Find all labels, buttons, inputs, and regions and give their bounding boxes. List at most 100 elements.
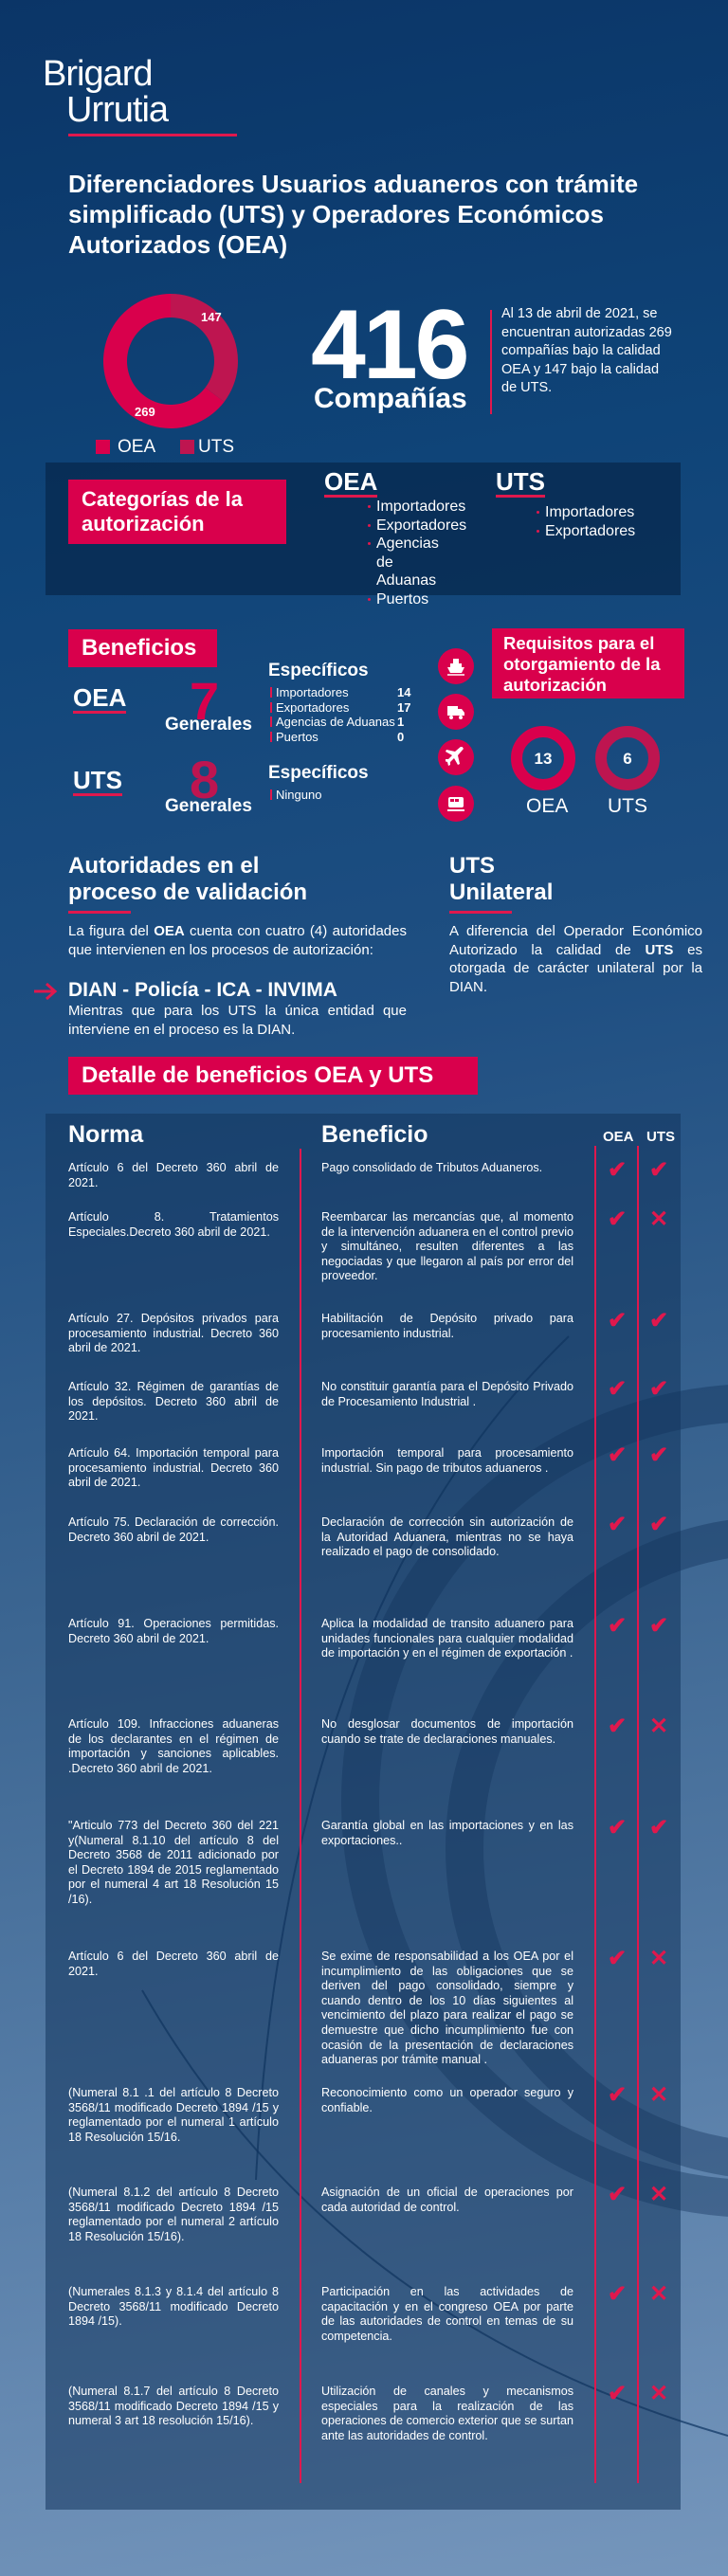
requirements-uts-value: 6 xyxy=(623,750,631,768)
cross-icon: ✕ xyxy=(648,1206,669,1232)
check-icon: ✔ xyxy=(648,1442,669,1468)
cross-icon: ✕ xyxy=(648,2082,669,2108)
norma-cell: (Numeral 8.1 .1 del artículo 8 Decreto 3… xyxy=(68,2086,279,2144)
column-header-norma: Norma xyxy=(68,1121,144,1148)
column-divider xyxy=(594,1146,596,2483)
beneficio-cell: Declaración de corrección sin autorizaci… xyxy=(321,1515,573,1559)
check-icon: ✔ xyxy=(607,2281,628,2307)
requirements-title: Requisitos para el otorgamiento de la au… xyxy=(492,628,684,698)
oea-specific-list: Importadores 14 Exportadores 17 Agencias d… xyxy=(270,685,412,744)
norma-cell: (Numeral 8.1.2 del artículo 8 Decreto 35… xyxy=(68,2186,279,2243)
donut-label-oea: 269 xyxy=(135,405,155,419)
legend-label-oea: OEA xyxy=(118,437,156,457)
airplane-icon xyxy=(438,739,474,775)
norma-cell: Artículo 27. Depósitos privados para pro… xyxy=(68,1312,279,1355)
oea-general-count: 7 xyxy=(190,671,220,731)
detail-title: Detalle de beneficios OEA y UTS xyxy=(68,1057,478,1095)
beneficio-cell: Reconocimiento como un operador seguro y… xyxy=(321,2086,573,2114)
list-item: Exportadores xyxy=(537,522,635,541)
legend-swatch-oea xyxy=(96,440,110,454)
requirements-oea-value: 13 xyxy=(535,750,553,768)
norma-cell: (Numeral 8.1.7 del artículo 8 Decreto 35… xyxy=(68,2385,279,2428)
categories-title: Categorías de la autorización xyxy=(68,480,286,544)
requirements-uts-label: UTS xyxy=(608,795,647,817)
check-icon: ✔ xyxy=(607,1946,628,1971)
cross-icon: ✕ xyxy=(648,1946,669,1971)
column-divider xyxy=(300,1149,301,2483)
list-item: Puertos xyxy=(368,590,466,609)
requirements-oea-ring: 13 xyxy=(511,726,575,790)
list-item: Importadores 14 xyxy=(270,685,412,700)
beneficio-cell: Participación en las actividades de capa… xyxy=(321,2285,573,2343)
check-icon: ✔ xyxy=(607,1308,628,1333)
check-icon: ✔ xyxy=(607,1206,628,1232)
list-item: Exportadores xyxy=(368,517,466,535)
categories-uts-heading: UTS xyxy=(496,467,545,498)
check-icon: ✔ xyxy=(607,1815,628,1841)
donut-chart: 147 269 xyxy=(103,294,238,428)
cross-icon: ✕ xyxy=(648,1714,669,1739)
benefits-title: Beneficios xyxy=(68,629,217,667)
list-item: Agencias de Aduanas 1 xyxy=(270,715,412,730)
donut-slice-uts xyxy=(171,294,238,402)
column-header-uts: UTS xyxy=(646,1129,675,1145)
column-divider xyxy=(637,1146,639,2483)
check-icon: ✔ xyxy=(648,1512,669,1537)
cross-icon: ✕ xyxy=(648,2281,669,2307)
check-icon: ✔ xyxy=(607,2381,628,2406)
categories-oea-heading: OEA xyxy=(324,467,378,498)
norma-cell: Artículo 6 del Decreto 360 abril de 2021… xyxy=(68,1950,279,1978)
check-icon: ✔ xyxy=(607,2082,628,2108)
check-icon: ✔ xyxy=(607,1442,628,1468)
divider xyxy=(490,310,492,414)
summary-description: Al 13 de abril de 2021, se encuentran au… xyxy=(501,306,672,396)
norma-cell: Artículo 109. Infracciones aduaneras de … xyxy=(68,1717,279,1775)
check-icon: ✔ xyxy=(607,1376,628,1402)
norma-cell: Artículo 6 del Decreto 360 abril de 2021… xyxy=(68,1161,279,1189)
beneficio-cell: Pago consolidado de Tributos Aduaneros. xyxy=(321,1161,543,1174)
arrow-right-icon xyxy=(34,982,58,1001)
ring xyxy=(511,726,575,790)
beneficio-cell: Asignación de un oficial de operaciones … xyxy=(321,2186,573,2214)
check-icon: ✔ xyxy=(648,1376,669,1402)
uts-specific-list: Ninguno xyxy=(270,788,412,803)
requirements-oea-label: OEA xyxy=(526,795,569,817)
norma-cell: Artículo 75. Declaración de corrección. … xyxy=(68,1515,279,1544)
uts-general-count: 8 xyxy=(190,750,220,809)
list-item: Importadores xyxy=(368,498,466,517)
page-title: Diferenciadores Usuarios aduaneros con t… xyxy=(68,170,639,259)
column-header-beneficio: Beneficio xyxy=(321,1121,428,1148)
check-icon: ✔ xyxy=(648,1815,669,1841)
check-icon: ✔ xyxy=(648,1613,669,1639)
ring xyxy=(595,726,660,790)
benefits-table xyxy=(46,1114,681,2510)
check-icon: ✔ xyxy=(648,1308,669,1333)
train-icon xyxy=(438,786,474,822)
authorities-paragraph: La figura del OEA cuenta con cuatro (4) … xyxy=(68,923,407,958)
check-icon: ✔ xyxy=(607,1512,628,1537)
legend-label-uts: UTS xyxy=(198,437,234,457)
norma-cell: Artículo 64. Importación temporal para p… xyxy=(68,1446,279,1490)
authorities-entities: DIAN - Policía - ICA - INVIMA xyxy=(68,979,337,1001)
authorities-title: Autoridades en el proceso de validación xyxy=(68,853,308,905)
title-underline xyxy=(68,911,131,914)
beneficio-cell: Reembarcar las mercancías que, al moment… xyxy=(321,1210,573,1283)
check-icon: ✔ xyxy=(607,2182,628,2207)
norma-cell: Artículo 8. Tratamientos Especiales.Decr… xyxy=(68,1210,279,1239)
uts-general-label: Generales xyxy=(165,796,252,816)
donut-slice-oea xyxy=(103,294,225,428)
unilateral-paragraph: A diferencia del Operador Económico Auto… xyxy=(449,923,702,995)
total-label: Compañías xyxy=(314,383,467,414)
cross-icon: ✕ xyxy=(648,2381,669,2406)
beneficio-cell: No constituir garantía para el Depósito … xyxy=(321,1380,573,1408)
list-item: Exportadores 17 xyxy=(270,700,412,716)
oea-specific-title: Específicos xyxy=(268,661,369,680)
check-icon: ✔ xyxy=(607,1157,628,1183)
categories-uts-list: Importadores Exportadores xyxy=(537,503,635,540)
beneficio-cell: Garantía global en las importaciones y e… xyxy=(321,1819,573,1847)
list-item: Ninguno xyxy=(270,788,412,803)
uts-specific-title: Específicos xyxy=(268,763,369,783)
column-header-oea: OEA xyxy=(603,1129,634,1145)
beneficio-cell: Importación temporal para procesamiento … xyxy=(321,1446,573,1475)
title-underline xyxy=(449,911,512,914)
